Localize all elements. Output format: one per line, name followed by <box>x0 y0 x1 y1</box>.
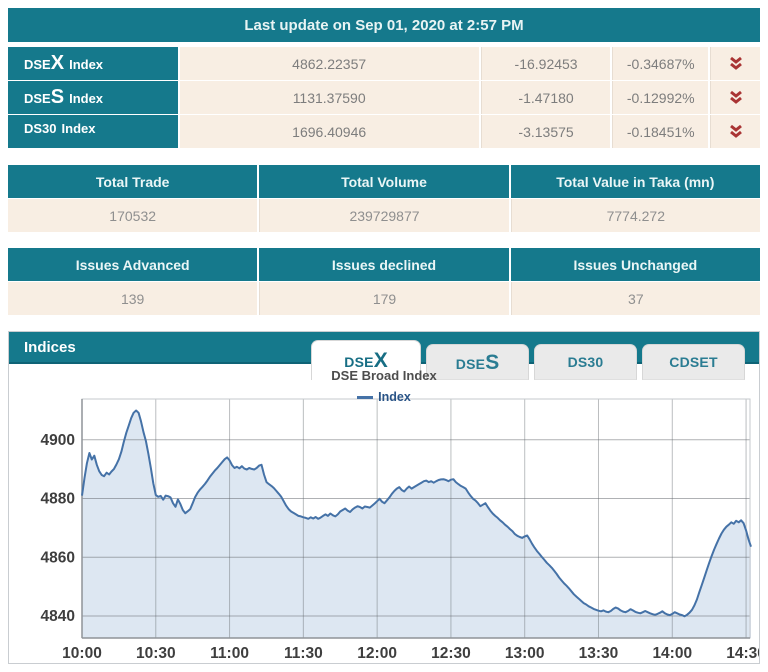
issues-value-row: 139 179 37 <box>8 282 760 315</box>
tab-label: DS30 <box>567 354 604 370</box>
index-change: -1.47180 <box>480 81 611 114</box>
tab-dses[interactable]: DSE S <box>426 344 529 380</box>
index-name-suffix: Index <box>69 57 104 72</box>
index-name-prefix: DS30 <box>24 121 57 136</box>
issues-advanced-value: 139 <box>8 282 258 315</box>
double-chevron-down-icon <box>729 90 743 105</box>
svg-text:11:30: 11:30 <box>284 645 323 662</box>
issues-table: Issues Advanced Issues declined Issues U… <box>8 248 760 315</box>
tab-ds30[interactable]: DS30 <box>534 344 637 380</box>
svg-text:13:00: 13:00 <box>505 645 545 662</box>
index-tabs: DSE X DSE S DS30 CDSET <box>311 340 745 380</box>
index-name-ds30: DS30 Index <box>8 115 178 148</box>
tab-cdset[interactable]: CDSET <box>642 344 745 380</box>
totals-header-row: Total Trade Total Volume Total Value in … <box>8 165 760 198</box>
index-name-dsex: DSE X Index <box>8 47 178 80</box>
total-volume-header: Total Volume <box>259 165 509 198</box>
svg-text:4900: 4900 <box>41 432 75 449</box>
index-name-big: S <box>50 86 65 108</box>
issues-declined-header: Issues declined <box>259 248 509 281</box>
svg-text:14:00: 14:00 <box>652 645 692 662</box>
index-name-suffix: Index <box>69 91 104 106</box>
index-summary-table: DSE X Index 4862.22357 -16.92453 -0.34687%… <box>8 47 760 148</box>
index-name-big: X <box>50 52 65 74</box>
totals-table: Total Trade Total Volume Total Value in … <box>8 165 760 232</box>
double-chevron-down-icon <box>729 56 743 71</box>
last-update-text: Last update on Sep 01, 2020 at 2:57 PM <box>244 16 524 34</box>
tab-label-big: S <box>485 351 500 374</box>
svg-text:10:30: 10:30 <box>136 645 176 662</box>
chart-legend[interactable]: Index <box>9 390 759 404</box>
index-name-prefix: DSE <box>24 57 51 72</box>
total-value-value: 7774.272 <box>510 199 760 232</box>
index-name-suffix: Index <box>61 121 96 136</box>
svg-text:4880: 4880 <box>41 491 75 508</box>
double-chevron-down-icon <box>729 124 743 139</box>
svg-text:12:30: 12:30 <box>431 645 471 662</box>
tab-label: DSE <box>344 354 374 370</box>
table-row-ds30: DS30 Index 1696.40946 -3.13575 -0.18451% <box>8 115 760 148</box>
issues-unchanged-value: 37 <box>510 282 760 315</box>
svg-text:4840: 4840 <box>41 608 75 625</box>
table-row-dsex: DSE X Index 4862.22357 -16.92453 -0.34687% <box>8 47 760 80</box>
total-trade-value: 170532 <box>8 199 258 232</box>
svg-text:12:00: 12:00 <box>357 645 397 662</box>
total-value-header: Total Value in Taka (mn) <box>510 165 760 198</box>
svg-text:14:30: 14:30 <box>726 645 759 662</box>
legend-line-icon <box>357 395 374 399</box>
expand-row-button[interactable] <box>710 47 760 80</box>
indices-panel: Indices DSE X DSE S DS30 CDSET DSE Broad I… <box>8 331 766 664</box>
chart-title: DSE Broad Index <box>331 368 437 383</box>
svg-text:11:00: 11:00 <box>210 645 249 662</box>
svg-text:10:00: 10:00 <box>62 645 102 662</box>
totals-value-row: 170532 239729877 7774.272 <box>8 199 760 232</box>
issues-advanced-header: Issues Advanced <box>8 248 258 281</box>
tab-label: CDSET <box>669 354 718 370</box>
tab-label: DSE <box>455 356 486 372</box>
tab-dsex[interactable]: DSE X <box>311 340 421 380</box>
table-row-dses: DSE S Index 1131.37590 -1.47180 -0.12992% <box>8 81 760 114</box>
svg-text:4860: 4860 <box>41 549 75 566</box>
index-chart: 4840 4860 4880 4900 10:00 10:30 11:00 11:30 12:0… <box>9 370 766 668</box>
svg-text:13:30: 13:30 <box>579 645 619 662</box>
indices-panel-title: Indices <box>24 338 76 356</box>
index-change-percent: -0.18451% <box>612 115 709 148</box>
issues-declined-value: 179 <box>259 282 509 315</box>
total-volume-value: 239729877 <box>259 199 509 232</box>
index-change-percent: -0.34687% <box>612 47 709 80</box>
index-change-percent: -0.12992% <box>612 81 709 114</box>
legend-label: Index <box>378 390 411 404</box>
expand-row-button[interactable] <box>710 115 760 148</box>
issues-header-row: Issues Advanced Issues declined Issues U… <box>8 248 760 281</box>
last-update-bar: Last update on Sep 01, 2020 at 2:57 PM <box>8 8 760 42</box>
issues-unchanged-header: Issues Unchanged <box>510 248 760 281</box>
index-change: -16.92453 <box>480 47 611 80</box>
expand-row-button[interactable] <box>710 81 760 114</box>
index-name-prefix: DSE <box>24 91 51 106</box>
tab-label-big: X <box>373 349 388 372</box>
index-change: -3.13575 <box>480 115 611 148</box>
index-value: 4862.22357 <box>179 47 479 80</box>
index-name-dses: DSE S Index <box>8 81 178 114</box>
total-trade-header: Total Trade <box>8 165 258 198</box>
index-value: 1131.37590 <box>179 81 479 114</box>
index-value: 1696.40946 <box>179 115 479 148</box>
